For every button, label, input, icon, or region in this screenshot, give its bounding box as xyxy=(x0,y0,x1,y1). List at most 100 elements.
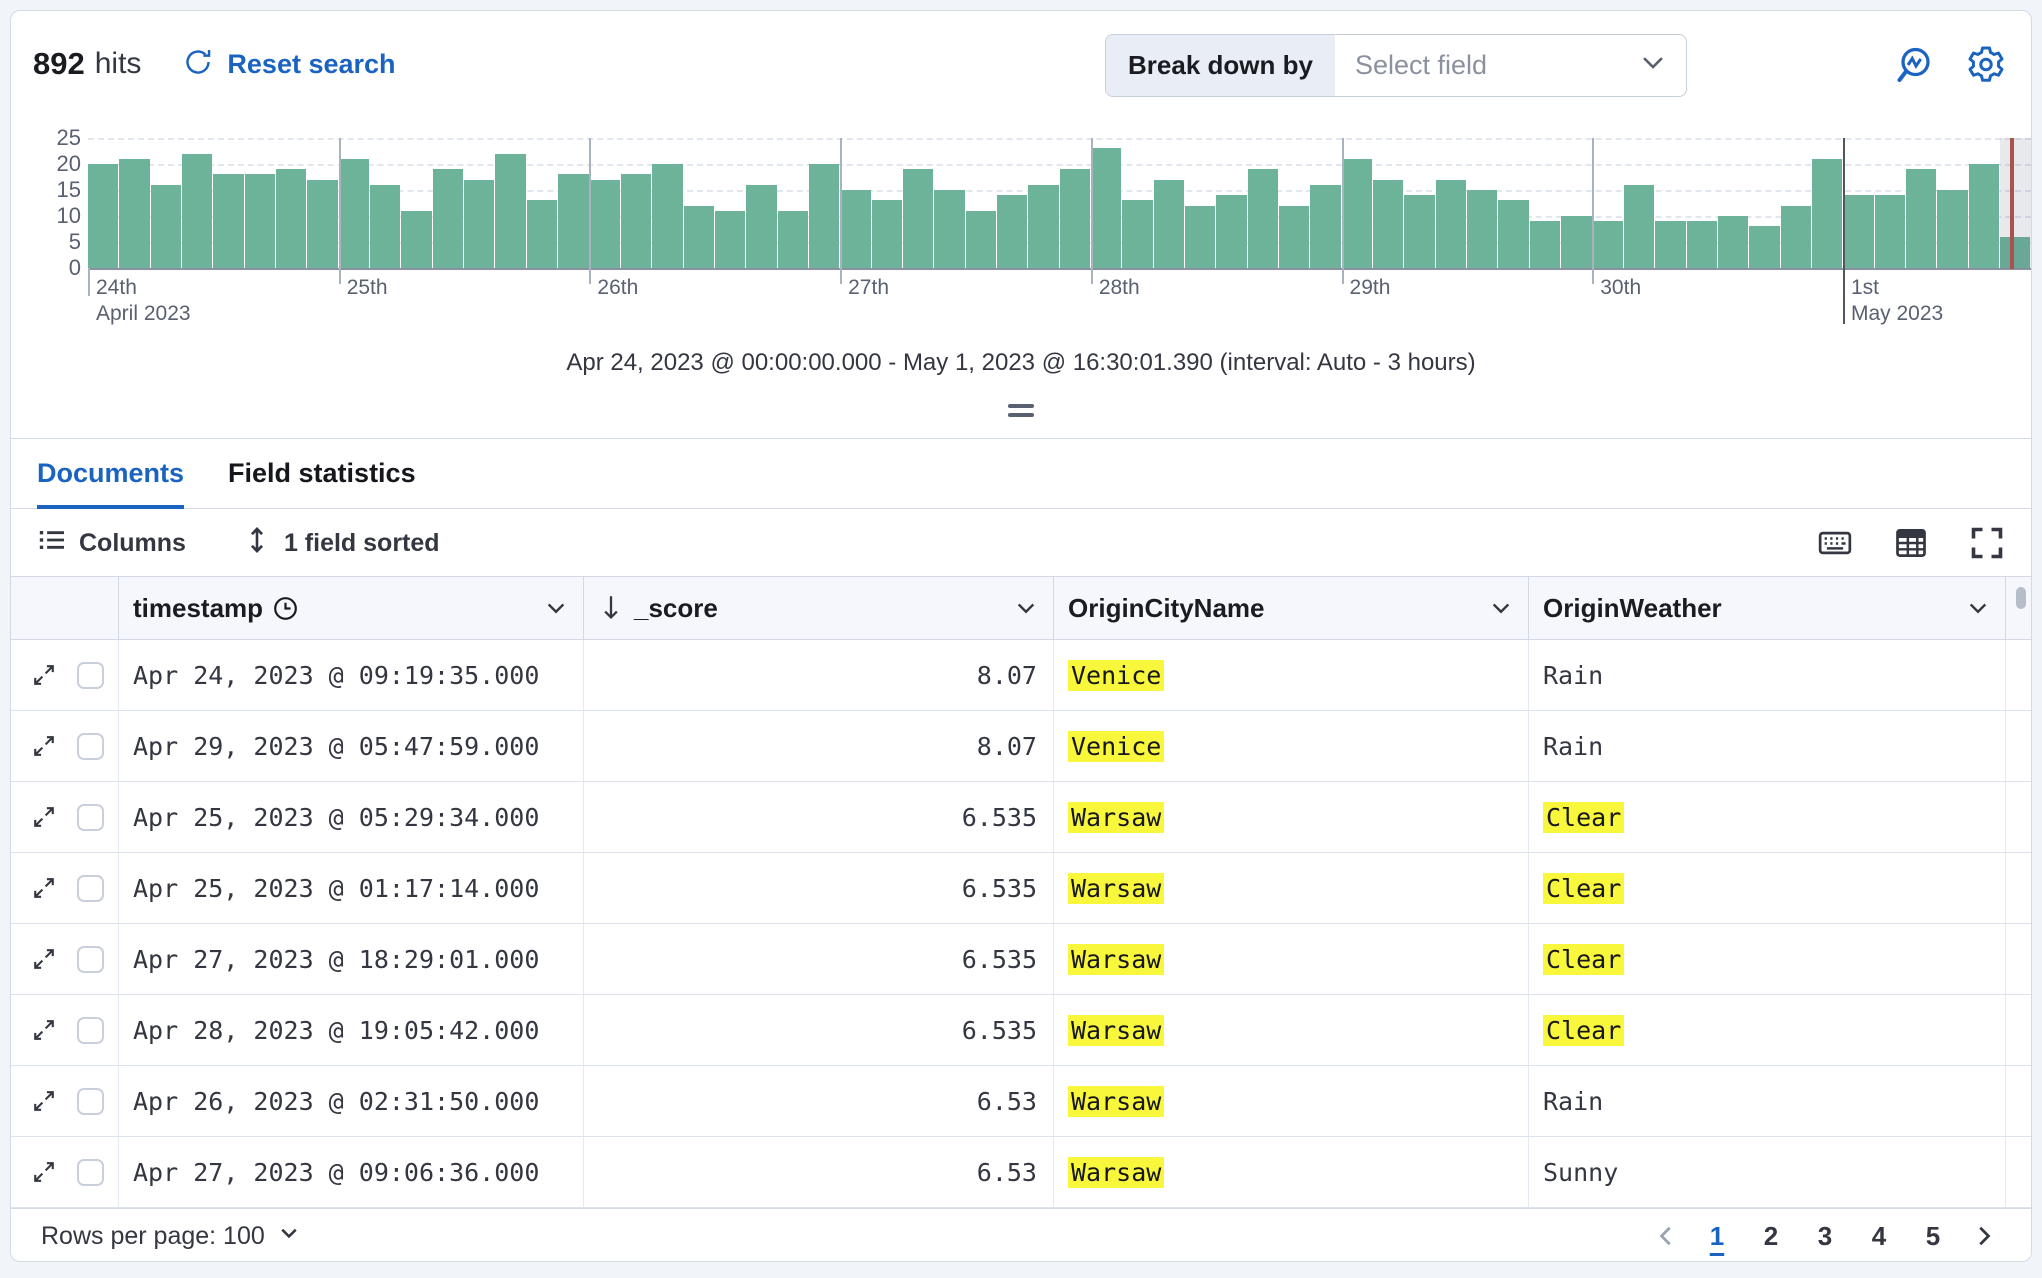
expand-row-icon[interactable] xyxy=(31,875,57,901)
expand-row-icon[interactable] xyxy=(31,804,57,830)
histogram-bar[interactable] xyxy=(1153,180,1185,268)
gear-icon[interactable] xyxy=(1966,45,2006,85)
chevron-down-icon[interactable] xyxy=(543,595,569,621)
histogram-bar[interactable] xyxy=(1592,221,1623,268)
row-checkbox[interactable] xyxy=(77,874,104,902)
histogram-bar[interactable] xyxy=(1467,190,1498,268)
fullscreen-icon[interactable] xyxy=(1969,525,2005,561)
tab-documents[interactable]: Documents xyxy=(37,439,185,509)
expand-row-icon[interactable] xyxy=(31,1159,57,1185)
row-checkbox[interactable] xyxy=(77,661,104,689)
histogram-bar[interactable] xyxy=(1279,206,1310,268)
histogram-bar[interactable] xyxy=(777,211,808,268)
histogram-bar[interactable] xyxy=(902,169,934,268)
chevron-down-icon[interactable] xyxy=(1965,595,1991,621)
histogram-bar[interactable] xyxy=(432,169,464,268)
histogram-bar[interactable] xyxy=(652,164,683,268)
histogram-bar[interactable] xyxy=(276,169,307,268)
page-button-3[interactable]: 3 xyxy=(1817,1220,1833,1251)
histogram-bar[interactable] xyxy=(370,185,401,268)
expand-row-icon[interactable] xyxy=(31,1088,57,1114)
histogram-bar[interactable] xyxy=(1655,221,1686,268)
column-header-score[interactable]: _score xyxy=(584,577,1054,639)
histogram-bar[interactable] xyxy=(150,185,182,268)
resize-handle-icon[interactable] xyxy=(1008,404,1034,422)
histogram-bar[interactable] xyxy=(338,159,370,268)
histogram-bar[interactable] xyxy=(1435,180,1467,268)
histogram-bar[interactable] xyxy=(526,200,558,268)
histogram-bar[interactable] xyxy=(965,211,996,268)
keyboard-shortcuts-icon[interactable] xyxy=(1817,525,1853,561)
histogram-bar[interactable] xyxy=(1059,169,1090,268)
histogram-bar[interactable] xyxy=(1843,195,1874,268)
column-header-originweather[interactable]: OriginWeather xyxy=(1529,577,2006,639)
histogram-bar[interactable] xyxy=(620,174,652,268)
histogram-bar[interactable] xyxy=(871,200,902,268)
columns-button[interactable]: Columns xyxy=(37,525,186,562)
histogram-bar[interactable] xyxy=(746,185,777,268)
histogram-bar[interactable] xyxy=(1404,195,1435,268)
histogram-bar[interactable] xyxy=(1529,221,1561,268)
expand-row-icon[interactable] xyxy=(31,733,57,759)
row-checkbox[interactable] xyxy=(77,1158,104,1186)
rows-per-page-button[interactable]: Rows per page: 100 xyxy=(41,1221,301,1252)
histogram-bar[interactable] xyxy=(213,174,244,268)
histogram-bar[interactable] xyxy=(1185,206,1216,268)
histogram-bar[interactable] xyxy=(1999,237,2031,268)
histogram-bar[interactable] xyxy=(589,180,620,268)
next-page-button[interactable] xyxy=(1967,1214,2001,1258)
row-checkbox[interactable] xyxy=(77,732,104,760)
display-density-icon[interactable] xyxy=(1893,525,1929,561)
row-checkbox[interactable] xyxy=(77,945,104,973)
histogram-bar[interactable] xyxy=(558,174,589,268)
histogram-bar[interactable] xyxy=(1780,206,1811,268)
histogram-bar[interactable] xyxy=(1874,195,1905,268)
reset-search-button[interactable]: Reset search xyxy=(183,47,396,82)
histogram-bar[interactable] xyxy=(934,190,965,268)
row-checkbox[interactable] xyxy=(77,1016,104,1044)
histogram-bar[interactable] xyxy=(1498,200,1529,268)
histogram-bar[interactable] xyxy=(182,154,213,268)
histogram-bar[interactable] xyxy=(401,211,432,268)
expand-row-icon[interactable] xyxy=(31,946,57,972)
histogram-bar[interactable] xyxy=(1717,216,1749,268)
page-button-1[interactable]: 1 xyxy=(1709,1220,1725,1251)
histogram-bar[interactable] xyxy=(808,164,840,268)
expand-row-icon[interactable] xyxy=(31,662,57,688)
histogram-bar[interactable] xyxy=(1091,148,1122,268)
histogram-bar[interactable] xyxy=(1216,195,1247,268)
chevron-down-icon[interactable] xyxy=(1488,595,1514,621)
expand-row-icon[interactable] xyxy=(31,1017,57,1043)
chevron-down-icon[interactable] xyxy=(1013,595,1039,621)
page-button-5[interactable]: 5 xyxy=(1925,1220,1941,1251)
histogram-bar[interactable] xyxy=(1373,180,1404,268)
histogram-bar[interactable] xyxy=(495,154,526,268)
column-header-timestamp[interactable]: timestamp xyxy=(119,577,584,639)
page-button-2[interactable]: 2 xyxy=(1763,1220,1779,1251)
histogram-bar[interactable] xyxy=(1247,169,1279,268)
histogram-bar[interactable] xyxy=(1561,216,1592,268)
histogram-bar[interactable] xyxy=(88,164,119,268)
histogram-bar[interactable] xyxy=(1749,226,1780,268)
histogram-bar[interactable] xyxy=(840,190,871,268)
column-header-origincityname[interactable]: OriginCityName xyxy=(1054,577,1529,639)
tab-field-statistics[interactable]: Field statistics xyxy=(228,458,416,488)
histogram-bar[interactable] xyxy=(307,180,338,268)
histogram-bar[interactable] xyxy=(119,159,150,268)
row-checkbox[interactable] xyxy=(77,803,104,831)
previous-page-button[interactable] xyxy=(1649,1214,1683,1258)
histogram-bar[interactable] xyxy=(996,195,1028,268)
histogram-bar[interactable] xyxy=(1686,221,1717,268)
page-button-4[interactable]: 4 xyxy=(1871,1220,1887,1251)
row-checkbox[interactable] xyxy=(77,1087,104,1115)
breakdown-select[interactable]: Select field xyxy=(1335,35,1686,96)
histogram-bar[interactable] xyxy=(1968,164,1999,268)
histogram-bar[interactable] xyxy=(464,180,495,268)
histogram-bar[interactable] xyxy=(1623,185,1655,268)
histogram-bar[interactable] xyxy=(1028,185,1059,268)
histogram-bar[interactable] xyxy=(714,211,746,268)
histogram-bar[interactable] xyxy=(1937,190,1968,268)
histogram-bar[interactable] xyxy=(1341,159,1373,268)
histogram-bar[interactable] xyxy=(1122,200,1153,268)
histogram-bar[interactable] xyxy=(1905,169,1937,268)
